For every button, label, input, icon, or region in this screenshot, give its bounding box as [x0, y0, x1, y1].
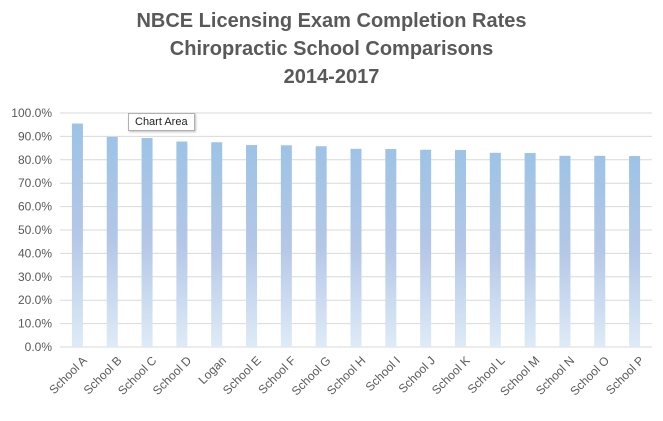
- bar-school-h[interactable]: [350, 148, 362, 347]
- bars: [71, 123, 641, 347]
- y-axis-tick-labels: 0.0% 10.0% 20.0% 30.0% 40.0% 50.0% 60.0% 70.0% 8…: [11, 106, 52, 354]
- x-tick-label: Logan: [196, 353, 229, 386]
- y-tick-label: 30.0%: [18, 270, 52, 284]
- chart-title-line-3: 2014-2017: [283, 66, 380, 88]
- y-tick-label: 50.0%: [18, 223, 52, 237]
- bar-school-n[interactable]: [559, 155, 571, 347]
- y-tick-label: 10.0%: [18, 317, 52, 331]
- bar-school-j[interactable]: [420, 149, 432, 347]
- bar-logan[interactable]: [211, 142, 223, 347]
- bar-school-m[interactable]: [524, 153, 536, 347]
- chart-title-line-1: NBCE Licensing Exam Completion Rates: [136, 10, 527, 32]
- y-tick-label: 40.0%: [18, 246, 52, 260]
- chart-area-tooltip: Chart Area: [128, 113, 195, 131]
- x-tick-label: School P: [603, 353, 647, 397]
- bar-school-p[interactable]: [629, 156, 641, 347]
- x-tick-label: School E: [220, 353, 264, 397]
- x-tick-label: School H: [324, 353, 368, 397]
- y-tick-label: 100.0%: [11, 106, 52, 120]
- bar-school-k[interactable]: [454, 149, 466, 347]
- chart-title-line-2: Chiropractic School Comparisons: [169, 38, 494, 60]
- x-tick-label: School D: [150, 353, 195, 398]
- bar-school-f[interactable]: [280, 145, 292, 347]
- bar-school-i[interactable]: [385, 149, 397, 347]
- bar-school-e[interactable]: [246, 145, 258, 347]
- bar-school-a[interactable]: [71, 123, 83, 347]
- bar-school-l[interactable]: [489, 152, 501, 347]
- y-tick-label: 60.0%: [18, 200, 52, 214]
- bar-school-d[interactable]: [176, 141, 188, 347]
- bar-school-g[interactable]: [315, 146, 327, 347]
- y-tick-label: 0.0%: [25, 340, 53, 354]
- bar-school-c[interactable]: [141, 138, 153, 347]
- y-tick-label: 80.0%: [18, 153, 52, 167]
- y-tick-label: 90.0%: [18, 129, 52, 143]
- bar-school-o[interactable]: [594, 155, 606, 347]
- bar-school-b[interactable]: [106, 136, 118, 347]
- y-tick-label: 20.0%: [18, 293, 52, 307]
- y-tick-label: 70.0%: [18, 176, 52, 190]
- x-tick-label: School K: [429, 353, 473, 397]
